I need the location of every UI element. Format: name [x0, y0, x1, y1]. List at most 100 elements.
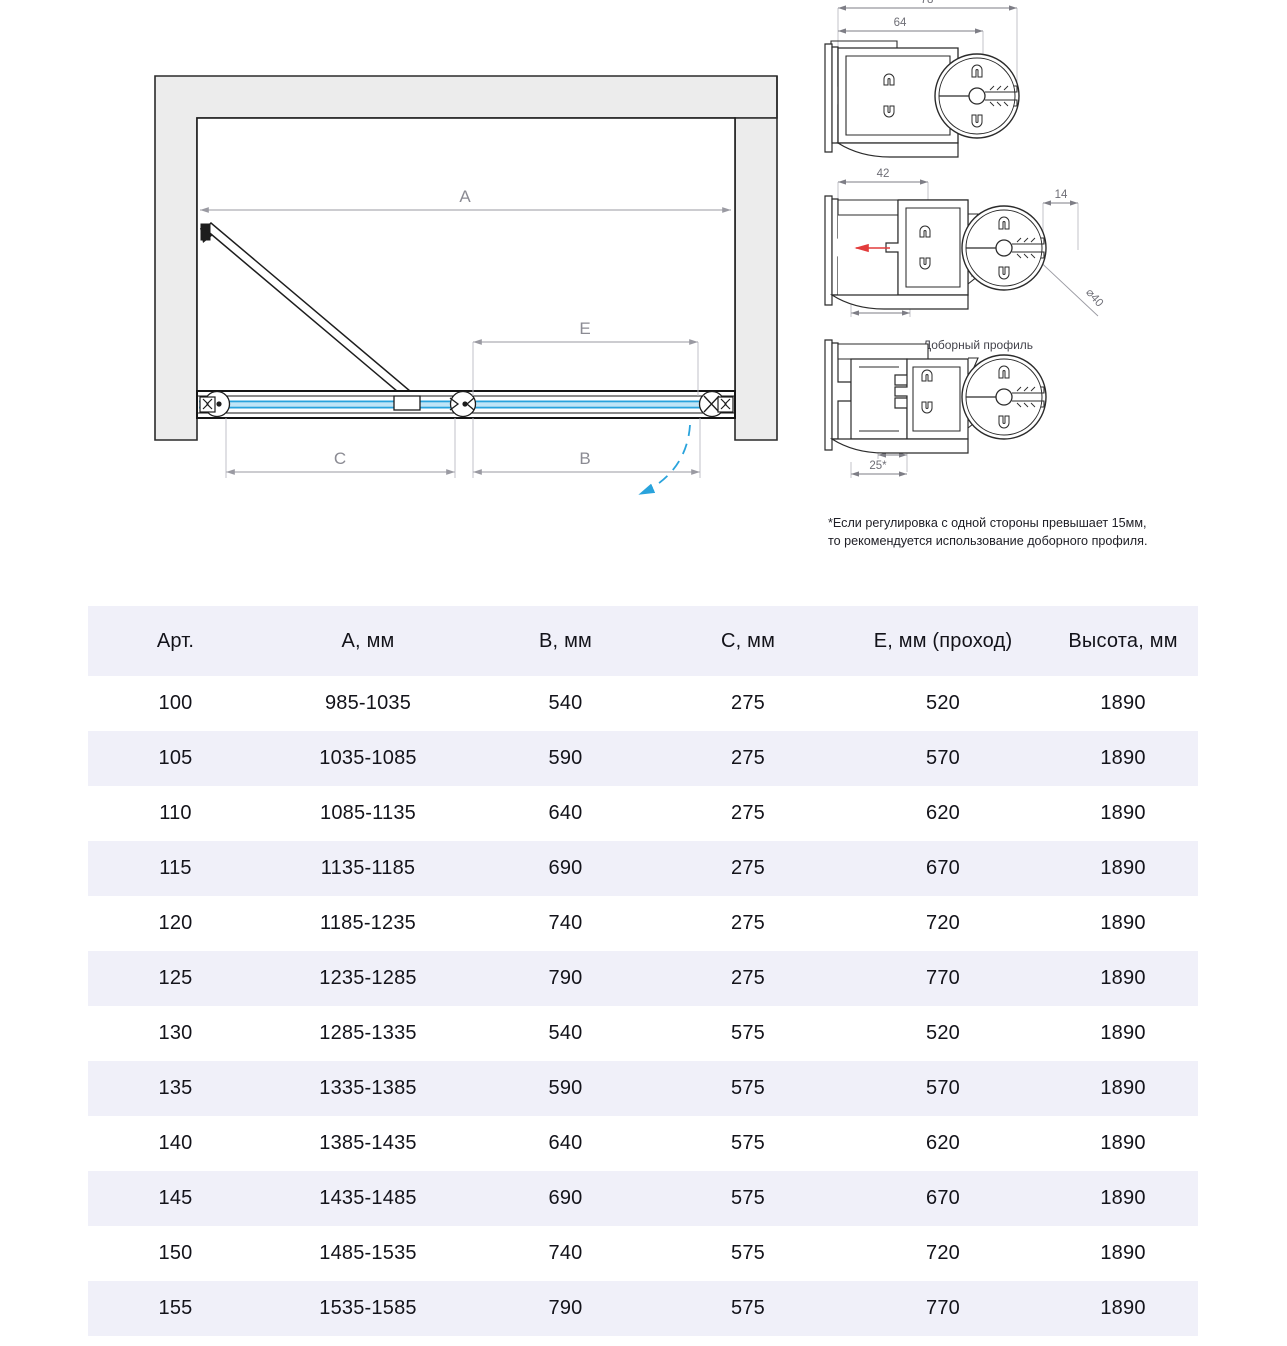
cell-art: 135	[88, 1061, 263, 1116]
cell-c: 275	[658, 841, 838, 896]
table-header-row: Арт. A, мм B, мм C, мм E, мм (проход) Вы…	[88, 606, 1198, 676]
table-row: 140 1385-1435 640 575 620 1890	[88, 1116, 1198, 1171]
cell-c: 575	[658, 1116, 838, 1171]
cell-e: 620	[838, 786, 1048, 841]
table-row: 130 1285-1335 540 575 520 1890	[88, 1006, 1198, 1061]
profile-mid-dim-42-label: 42	[877, 168, 890, 180]
profile-mid-dim-diameter-label: ⌀40	[1083, 287, 1105, 310]
table-row: 100 985-1035 540 275 520 1890	[88, 676, 1198, 731]
cell-a: 1185-1235	[263, 896, 473, 951]
cell-art: 120	[88, 896, 263, 951]
cell-e: 570	[838, 1061, 1048, 1116]
cell-a: 1435-1485	[263, 1171, 473, 1226]
profile-top-dim-64-label: 64	[894, 17, 907, 29]
cell-e: 670	[838, 1171, 1048, 1226]
table-row: 150 1485-1535 740 575 720 1890	[88, 1226, 1198, 1281]
profile-mid-dim-14-label: 14	[1055, 189, 1068, 201]
cell-b: 590	[473, 731, 658, 786]
cell-b: 540	[473, 1006, 658, 1061]
cell-b: 740	[473, 896, 658, 951]
dimension-c-label: C	[334, 449, 346, 468]
table-body: 100 985-1035 540 275 520 1890 105 1035-1085 590 2…	[88, 676, 1198, 1336]
cell-height: 1890	[1048, 896, 1198, 951]
cell-height: 1890	[1048, 676, 1198, 731]
cell-e: 520	[838, 1006, 1048, 1061]
cell-art: 100	[88, 676, 263, 731]
cell-art: 125	[88, 951, 263, 1006]
dimension-e-label: E	[579, 319, 590, 338]
cell-a: 1235-1285	[263, 951, 473, 1006]
cell-height: 1890	[1048, 731, 1198, 786]
cell-height: 1890	[1048, 1171, 1198, 1226]
wall-right	[734, 76, 778, 441]
cell-height: 1890	[1048, 786, 1198, 841]
cell-a: 1035-1085	[263, 731, 473, 786]
front-elevation-view: A E C B	[154, 75, 778, 495]
cell-b: 690	[473, 1171, 658, 1226]
cell-c: 575	[658, 1226, 838, 1281]
cell-c: 275	[658, 731, 838, 786]
specification-table: Арт. A, мм B, мм C, мм E, мм (проход) Вы…	[88, 606, 1198, 1336]
cell-a: 1085-1135	[263, 786, 473, 841]
dimension-b-label: B	[579, 449, 590, 468]
table-row: 115 1135-1185 690 275 670 1890	[88, 841, 1198, 896]
dimension-b: B	[472, 418, 701, 478]
table-row: 120 1185-1235 740 275 720 1890	[88, 896, 1198, 951]
cell-e: 720	[838, 896, 1048, 951]
roller-hardware-right	[698, 390, 734, 418]
table-row: 105 1035-1085 590 275 570 1890	[88, 731, 1198, 786]
table-row: 155 1535-1585 790 575 770 1890	[88, 1281, 1198, 1336]
table-row: 145 1435-1485 690 575 670 1890	[88, 1171, 1198, 1226]
cell-height: 1890	[1048, 1006, 1198, 1061]
opening-inner-outline	[196, 117, 736, 419]
table-row: 125 1235-1285 790 275 770 1890	[88, 951, 1198, 1006]
cell-b: 640	[473, 1116, 658, 1171]
cell-height: 1890	[1048, 951, 1198, 1006]
roller-hardware-left	[199, 390, 231, 418]
profile-mid-dim-14: 14	[1042, 189, 1079, 250]
cell-art: 145	[88, 1171, 263, 1226]
cell-height: 1890	[1048, 1281, 1198, 1336]
cell-e: 620	[838, 1116, 1048, 1171]
cell-e: 670	[838, 841, 1048, 896]
profile-top-dim-64: 64	[838, 17, 984, 97]
profile-section-top: 78 64	[824, 0, 1020, 158]
cell-c: 575	[658, 1171, 838, 1226]
cell-b: 740	[473, 1226, 658, 1281]
column-header-b: B, мм	[473, 606, 658, 676]
dimension-c: C	[225, 418, 456, 478]
cell-b: 640	[473, 786, 658, 841]
cell-height: 1890	[1048, 841, 1198, 896]
cell-e: 520	[838, 676, 1048, 731]
column-header-a: A, мм	[263, 606, 473, 676]
column-header-art: Арт.	[88, 606, 263, 676]
column-header-e: E, мм (проход)	[838, 606, 1048, 676]
cell-c: 575	[658, 1006, 838, 1061]
dimension-e: E	[472, 319, 699, 396]
footnote-line-1: *Если регулировка с одной стороны превыш…	[828, 516, 1147, 530]
cell-art: 105	[88, 731, 263, 786]
table-row: 135 1335-1385 590 575 570 1890	[88, 1061, 1198, 1116]
cell-art: 115	[88, 841, 263, 896]
cell-a: 985-1035	[263, 676, 473, 731]
table-row: 110 1085-1135 640 275 620 1890	[88, 786, 1198, 841]
extension-profile-callout-label: Доборный профиль	[923, 338, 1033, 352]
cell-c: 275	[658, 676, 838, 731]
cell-c: 575	[658, 1061, 838, 1116]
cell-c: 275	[658, 896, 838, 951]
column-header-c: C, мм	[658, 606, 838, 676]
dimension-a-label: A	[459, 187, 471, 206]
bracket-block	[393, 395, 421, 411]
cell-a: 1335-1385	[263, 1061, 473, 1116]
profile-section-middle: 42 14 max 25* ⌀40	[824, 168, 1105, 317]
footnote-line-2: то рекомендуется использование доборного…	[828, 534, 1148, 549]
cell-art: 130	[88, 1006, 263, 1061]
cell-a: 1135-1185	[263, 841, 473, 896]
cell-b: 590	[473, 1061, 658, 1116]
cell-e: 770	[838, 1281, 1048, 1336]
column-header-height: Высота, мм	[1048, 606, 1198, 676]
table-header: Арт. A, мм B, мм C, мм E, мм (проход) Вы…	[88, 606, 1198, 676]
cell-art: 155	[88, 1281, 263, 1336]
profile-bottom-dim-25-label: 25*	[869, 460, 887, 472]
profile-section-bottom: Доборный профиль 15 25*	[824, 338, 1047, 478]
